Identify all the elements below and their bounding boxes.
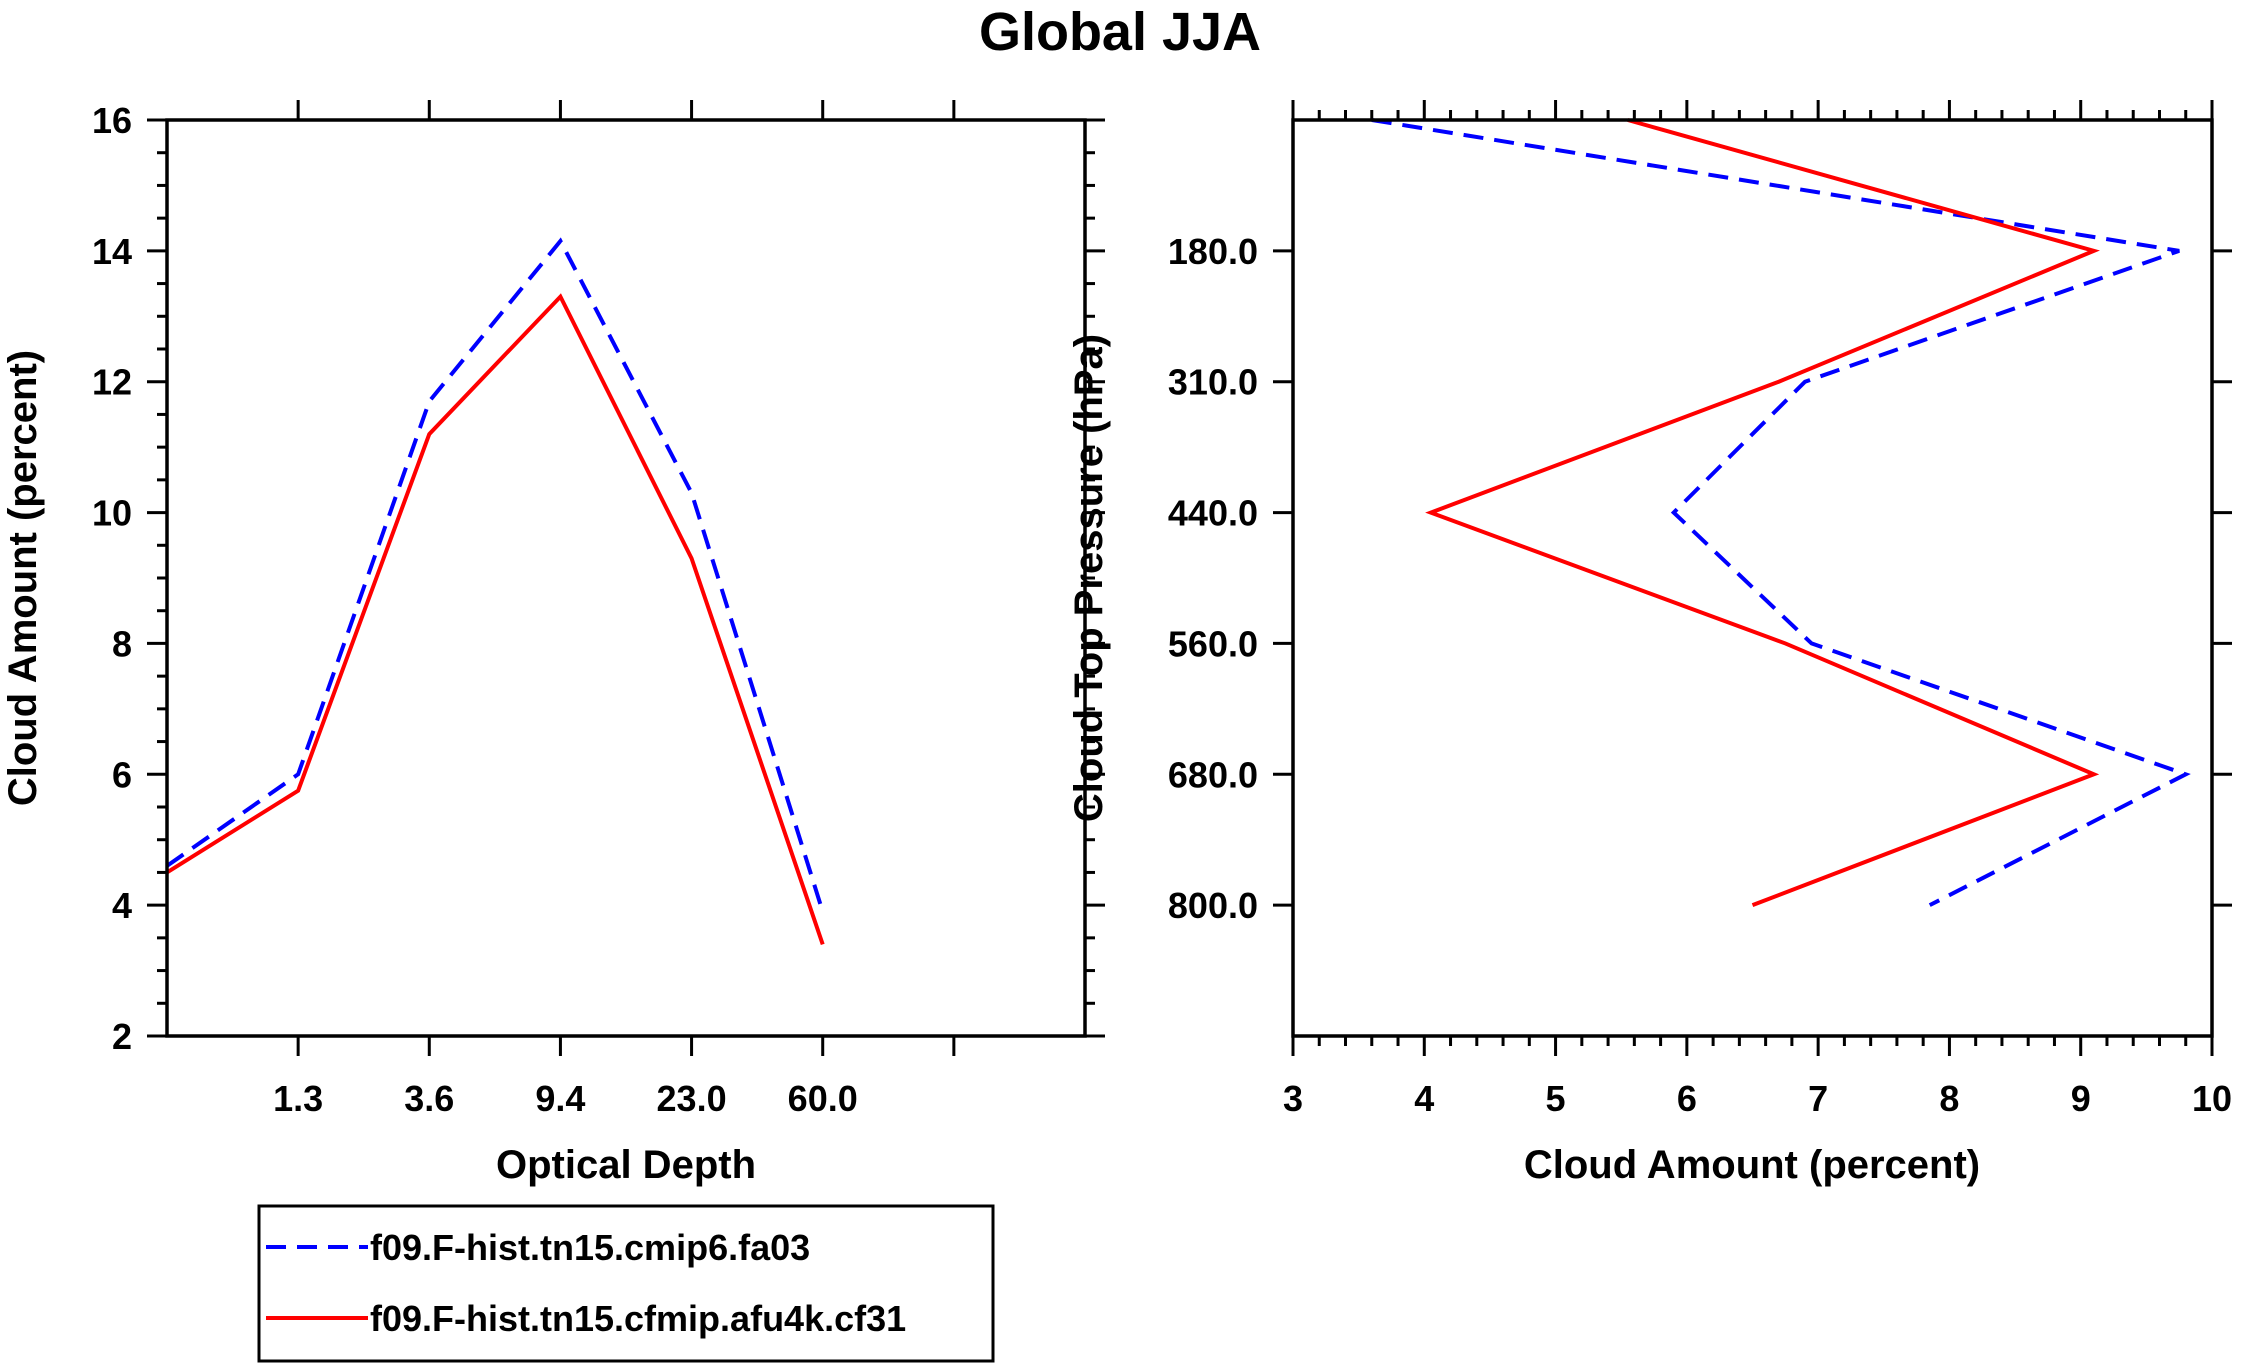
left-y-tick-label: 4 [112, 885, 132, 926]
left-y-tick-label: 10 [92, 493, 132, 534]
right-series-line-0 [1371, 118, 2191, 907]
right-x-tick-label: 8 [1939, 1078, 1959, 1119]
right-plot-frame [1291, 118, 2214, 1038]
left-series-group [165, 237, 825, 946]
right-x-tick-label: 9 [2071, 1078, 2091, 1119]
right-series-group [1371, 118, 2191, 908]
right-y-tick-label: 800.0 [1168, 885, 1258, 926]
optical-depth-panel: 2 4 6 8 10 12 14 16 1.3 3.6 9.4 23.0 60.0 Optical De… [1, 100, 1105, 1187]
left-plot-frame [165, 118, 1087, 1038]
left-x-tick-label: 3.6 [404, 1078, 454, 1119]
right-series-line-1 [1425, 118, 2100, 908]
right-x-tick-label: 3 [1283, 1078, 1303, 1119]
left-y-tick-label: 6 [112, 754, 132, 795]
legend-box [257, 1204, 995, 1363]
right-x-axis-label: Cloud Amount (percent) [1524, 1143, 1980, 1187]
right-y-tick-label: 440.0 [1168, 493, 1258, 534]
legend: f09.F-hist.tn15.cmip6.fa03 f09.F-hist.tn… [257, 1204, 995, 1363]
right-y-tick-label: 680.0 [1168, 754, 1258, 795]
right-x-tick-label: 5 [1546, 1078, 1566, 1119]
right-x-tick-label: 6 [1677, 1078, 1697, 1119]
left-y-tick-label: 2 [112, 1016, 132, 1057]
left-y-tick-label: 12 [92, 362, 132, 403]
legend-label-cfmip: f09.F-hist.tn15.cfmip.afu4k.cf31 [370, 1298, 906, 1339]
cloud-top-pressure-panel: 3 4 5 6 7 8 9 10180.0310.0440.0560.0680.0800.0 … [1067, 100, 2232, 1187]
left-series-line-0 [165, 237, 825, 913]
left-y-tick-label: 16 [92, 100, 132, 141]
right-y-tick-label: 310.0 [1168, 362, 1258, 403]
right-y-axis-label: Cloud Top Pressure (hPa) [1067, 334, 1111, 822]
right-ticks-group: 3 4 5 6 7 8 9 10 180.0 310.0 440.0 560.0 680.0 800.0 [1168, 100, 2232, 1119]
left-x-tick-label: 60.0 [788, 1078, 858, 1119]
left-series-line-1 [165, 293, 825, 946]
left-x-tick-label: 23.0 [657, 1078, 727, 1119]
left-x-axis-label: Optical Depth [496, 1143, 756, 1187]
left-x-tick-label: 9.4 [535, 1078, 585, 1119]
right-x-tick-label: 4 [1414, 1078, 1434, 1119]
right-y-tick-label: 180.0 [1168, 231, 1258, 272]
left-y-tick-label: 14 [92, 231, 132, 272]
left-y-axis-label: Cloud Amount (percent) [1, 350, 45, 806]
right-x-tick-label: 7 [1808, 1078, 1828, 1119]
left-ticks-group: 2 4 6 8 10 12 14 16 1.3 3.6 9.4 23.0 60.0 [92, 100, 1105, 1119]
legend-label-cmip6: f09.F-hist.tn15.cmip6.fa03 [370, 1227, 810, 1268]
figure-title: Global JJA [979, 2, 1261, 62]
left-x-tick-label: 1.3 [273, 1078, 323, 1119]
right-x-tick-label: 10 [2192, 1078, 2232, 1119]
right-y-tick-label: 560.0 [1168, 623, 1258, 664]
left-y-tick-label: 8 [112, 623, 132, 664]
